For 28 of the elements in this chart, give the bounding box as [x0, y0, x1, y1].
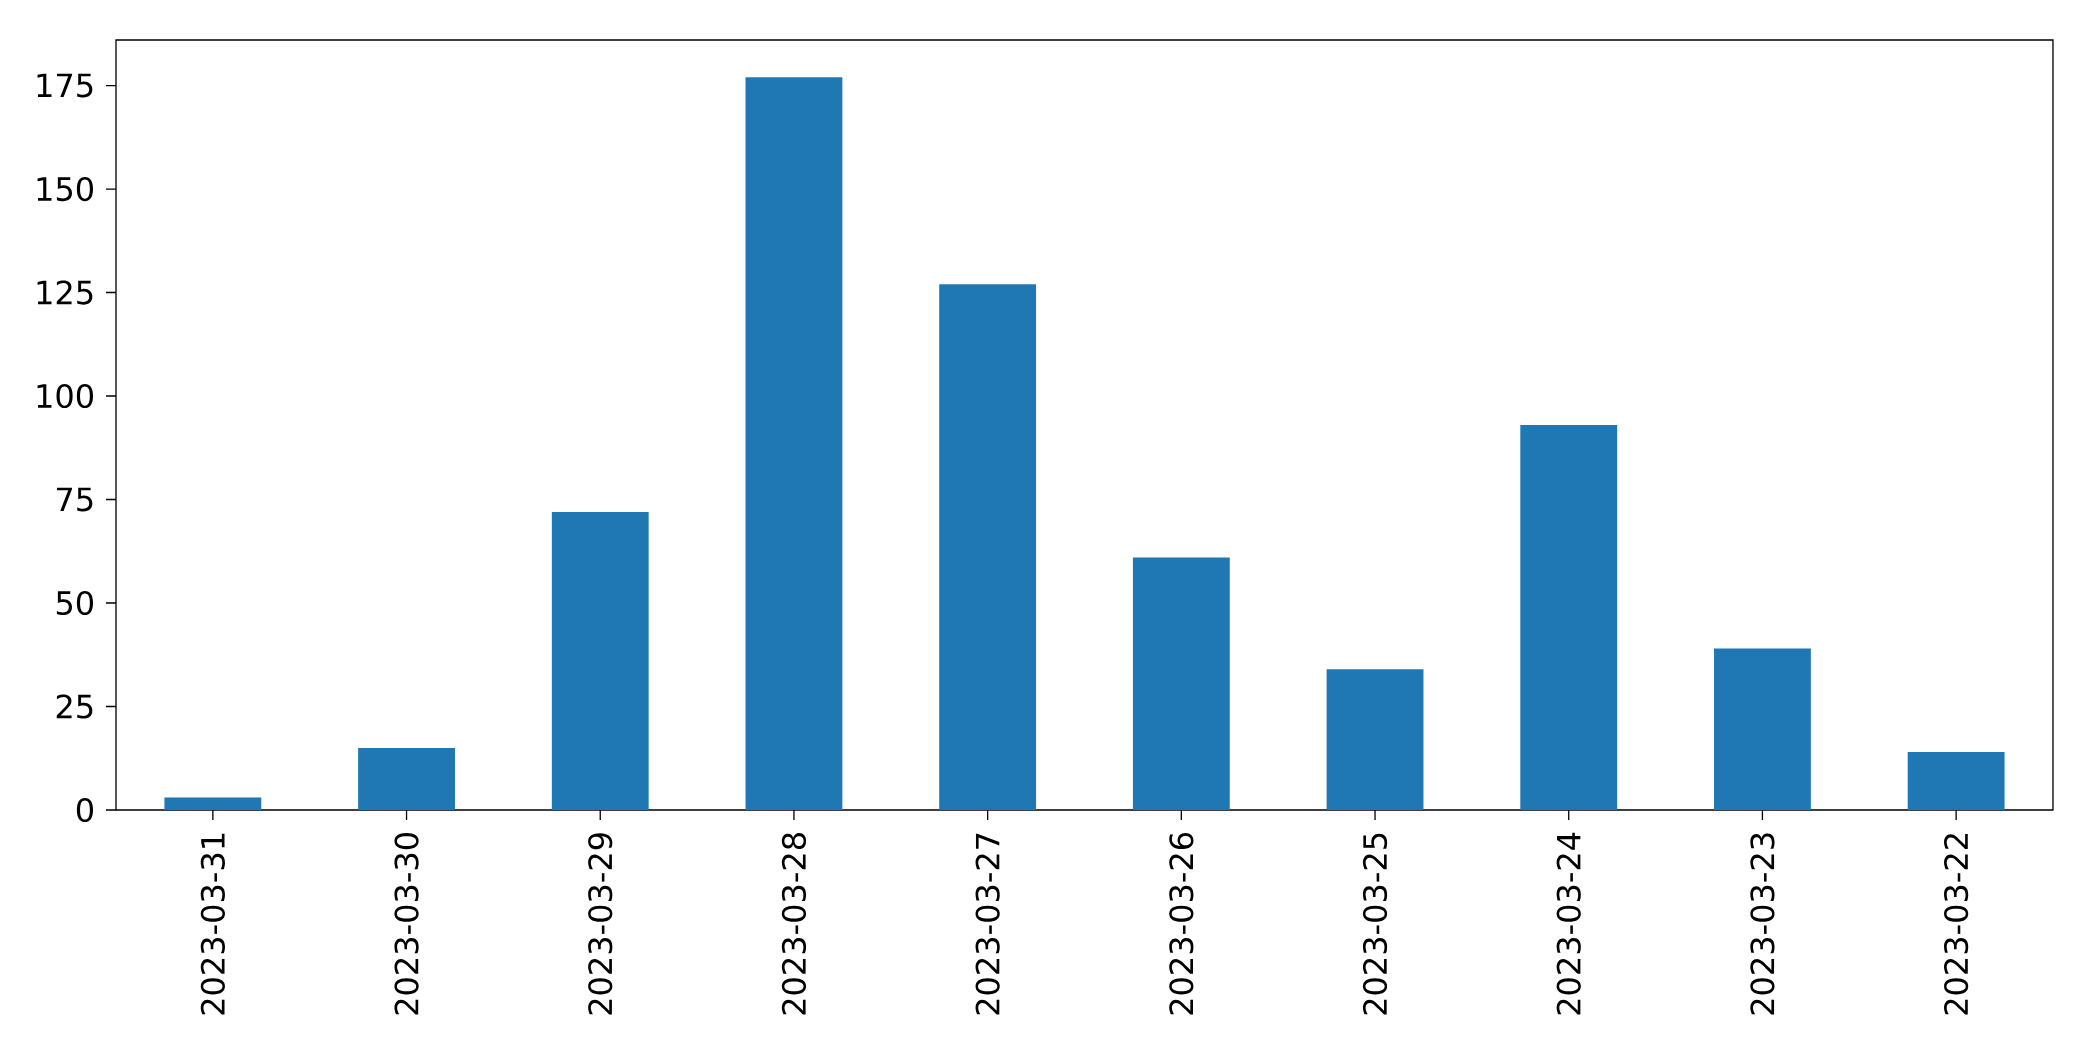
bar — [939, 284, 1037, 810]
y-tick-label: 175 — [37, 73, 93, 98]
x-tick-label: 2023-03-26 — [1169, 832, 1194, 1015]
x-tick-label: 2023-03-31 — [200, 833, 225, 1015]
x-tick-label: 2023-03-27 — [975, 833, 1000, 1015]
y-tick-label: 0 — [76, 797, 93, 823]
x-tick-label: 2023-03-23 — [1750, 833, 1775, 1015]
bar — [1132, 557, 1230, 810]
bar — [1326, 669, 1424, 810]
bar — [164, 797, 262, 810]
y-tick-label: 50 — [56, 590, 93, 616]
bar — [745, 77, 843, 810]
x-tick-label: 2023-03-25 — [1362, 833, 1388, 1015]
y-tick-label: 25 — [56, 694, 93, 719]
bar — [1520, 425, 1618, 810]
x-tick-label: 2023-03-24 — [1556, 832, 1581, 1015]
bar — [358, 747, 455, 810]
y-tick-label: 100 — [37, 383, 93, 409]
x-tick-label: 2023-03-22 — [1944, 834, 1969, 1015]
y-tick-label: 150 — [37, 176, 93, 202]
y-tick-label: 75 — [57, 487, 93, 512]
x-tick-label: 2023-03-30 — [394, 833, 419, 1015]
y-tick-label: 125 — [37, 280, 93, 305]
bar — [551, 511, 649, 810]
x-tick-label: 2023-03-28 — [781, 833, 807, 1015]
x-tick-label: 2023-03-29 — [588, 833, 613, 1015]
bar — [1907, 752, 2005, 810]
bar — [1714, 648, 1811, 810]
